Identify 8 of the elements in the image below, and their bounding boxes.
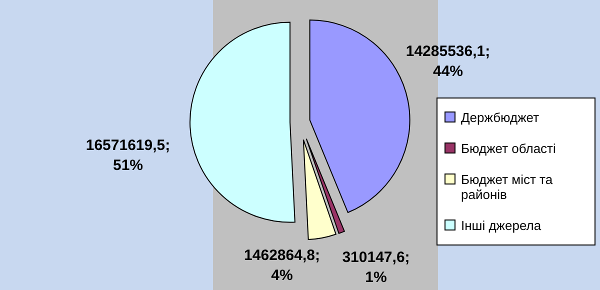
legend-label: Держбюджет [461,110,540,125]
data-label: 16571619,5; 51% [86,137,170,174]
legend-label: Бюджет міст та районів [461,172,554,202]
legend-label: Бюджет області [461,141,556,156]
data-label: 1462864,8; 4% [244,247,320,284]
legend-label: Інші джерела [461,218,542,233]
data-label: 14285536,1; 44% [406,43,490,80]
data-label: 310147,6; 1% [342,249,410,286]
